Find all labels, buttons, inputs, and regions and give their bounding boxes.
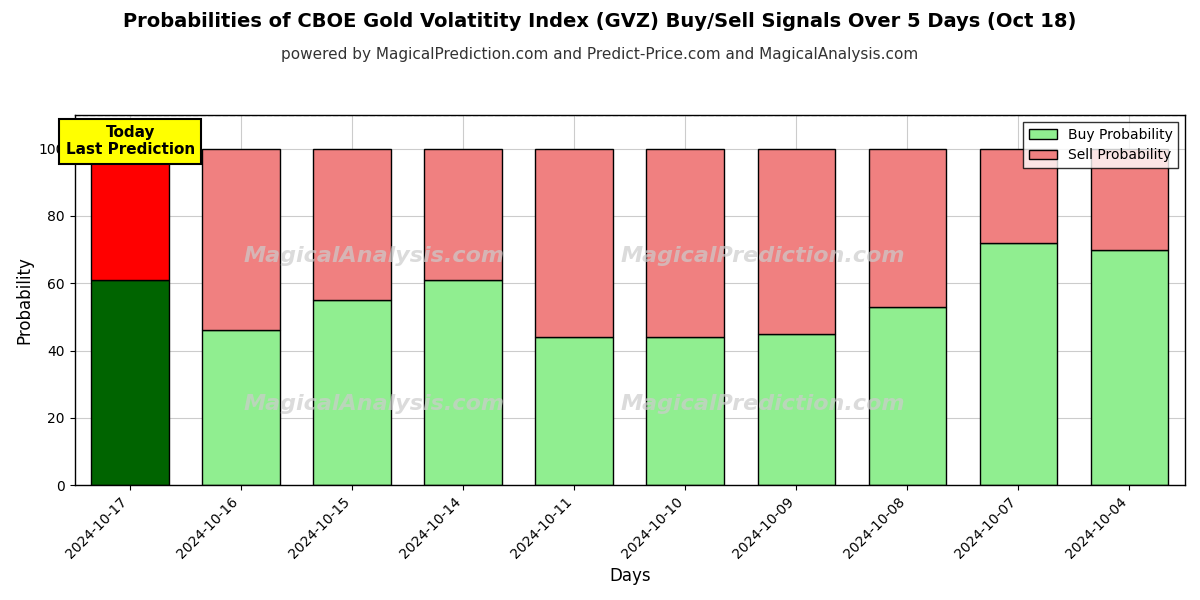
Y-axis label: Probability: Probability [16,256,34,344]
Text: powered by MagicalPrediction.com and Predict-Price.com and MagicalAnalysis.com: powered by MagicalPrediction.com and Pre… [281,46,919,61]
Text: MagicalPrediction.com: MagicalPrediction.com [620,245,905,266]
Text: MagicalAnalysis.com: MagicalAnalysis.com [244,245,505,266]
Bar [91,149,169,280]
Bar [535,337,613,485]
Legend: Buy Probability, Sell Probability: Buy Probability, Sell Probability [1024,122,1178,168]
Bar [757,334,835,485]
Bar [1091,149,1169,250]
Bar [979,243,1057,485]
Text: MagicalAnalysis.com: MagicalAnalysis.com [244,394,505,414]
Bar [1091,250,1169,485]
Bar [425,280,502,485]
Bar [203,331,280,485]
Bar [535,149,613,337]
Bar [647,149,725,337]
Bar [203,149,280,331]
Bar [869,307,947,485]
Bar [757,149,835,334]
Text: MagicalPrediction.com: MagicalPrediction.com [620,394,905,414]
Bar [647,337,725,485]
Bar [869,149,947,307]
Bar [313,149,391,300]
Text: Probabilities of CBOE Gold Volatitity Index (GVZ) Buy/Sell Signals Over 5 Days (: Probabilities of CBOE Gold Volatitity In… [124,12,1076,31]
Bar [979,149,1057,243]
Bar [313,300,391,485]
Text: Today
Last Prediction: Today Last Prediction [66,125,194,157]
X-axis label: Days: Days [610,567,650,585]
Bar [91,280,169,485]
Bar [425,149,502,280]
